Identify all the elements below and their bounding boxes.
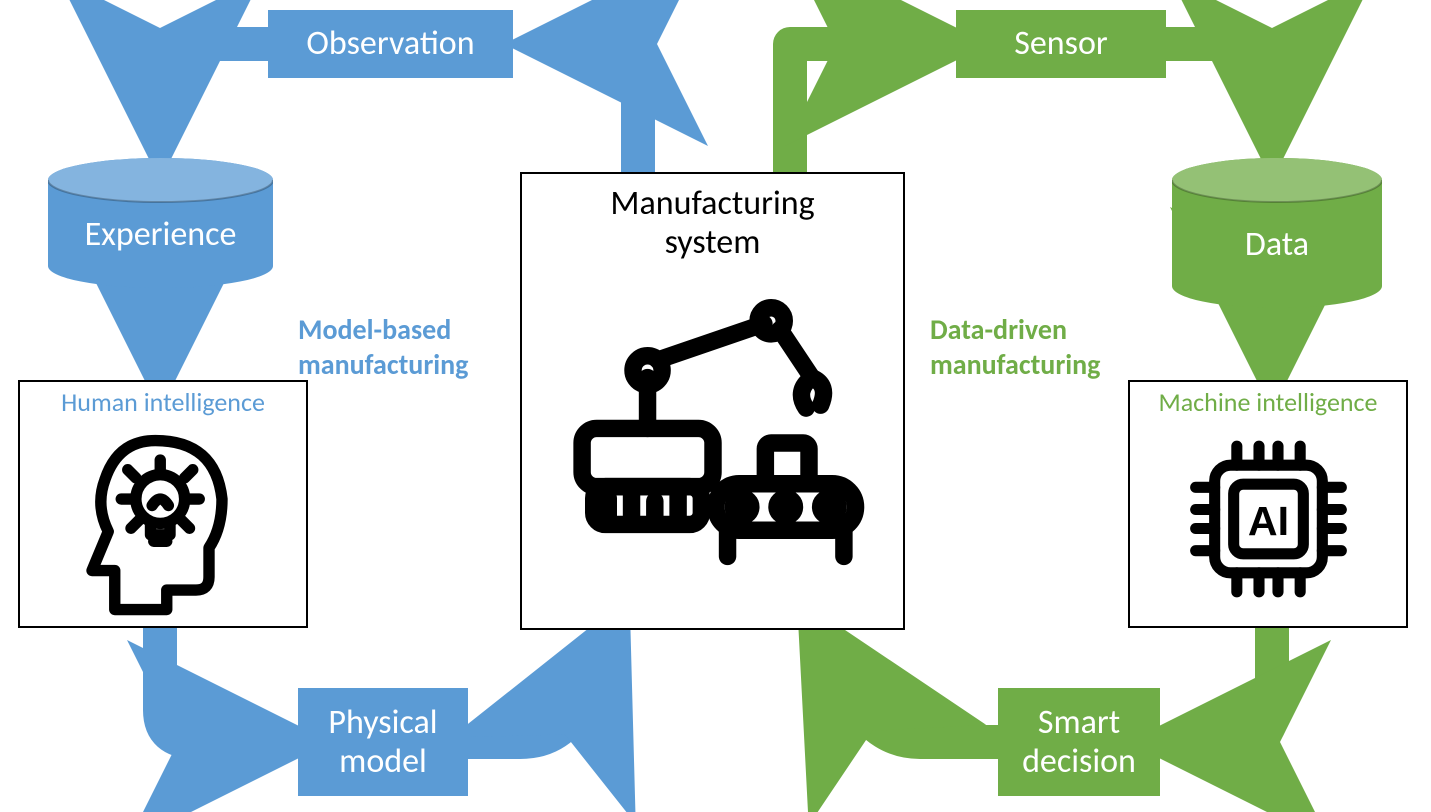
physical-model-node: Physicalmodel [298,688,468,796]
experience-label: Experience [85,214,237,255]
edge-mfg-to-sensor [790,44,938,172]
human-intelligence-icon [61,418,266,620]
sensor-label: Sensor [1014,24,1107,63]
edge-mfg-to-obs [555,44,638,172]
machine-intelligence-title: Machine intelligence [1159,388,1378,418]
manufacturing-system-box: Manufacturingsystem [520,172,905,630]
edge-smart-to-mfg [822,642,998,742]
svg-text:AI: AI [1247,498,1288,544]
observation-label: Observation [306,24,474,63]
experience-cylinder: Experience [48,158,273,288]
manufacturing-icon [530,262,895,624]
data-cylinder: Data [1172,158,1382,308]
observation-node: Observation [268,10,513,78]
smart-decision-node: Smartdecision [998,688,1160,796]
machine-intelligence-icon: AI [1171,418,1366,620]
edge-human-to-physical [160,628,280,742]
data-label: Data [1245,224,1309,265]
model-based-label: Model-basedmanufacturing [298,312,513,382]
edge-obs-to-exp [160,44,268,130]
smart-decision-label: Smartdecision [1022,703,1136,781]
human-intelligence-title: Human intelligence [61,388,265,418]
physical-model-label: Physicalmodel [328,703,437,781]
edge-sensor-to-data [1166,44,1272,130]
edge-machine-to-smart [1178,628,1272,742]
machine-intelligence-box: Machine intelligence [1128,380,1408,628]
sensor-node: Sensor [956,10,1166,78]
data-driven-label: Data-drivenmanufacturing [930,312,1145,382]
edge-physical-to-mfg [468,642,608,742]
human-intelligence-box: Human intelligence [18,380,308,628]
manufacturing-title: Manufacturingsystem [610,184,814,262]
